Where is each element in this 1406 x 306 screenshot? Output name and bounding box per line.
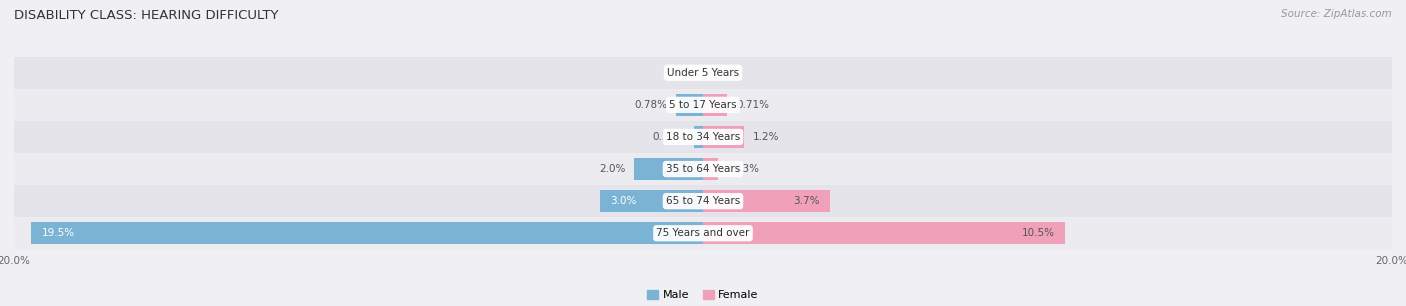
Bar	[703, 126, 744, 148]
Text: 1.2%: 1.2%	[754, 132, 779, 142]
Legend: Male, Female: Male, Female	[647, 290, 759, 300]
Text: 18 to 34 Years: 18 to 34 Years	[666, 132, 740, 142]
Text: 0.43%: 0.43%	[727, 164, 759, 174]
Text: 65 to 74 Years: 65 to 74 Years	[666, 196, 740, 206]
Text: 0.26%: 0.26%	[652, 132, 686, 142]
Bar	[703, 190, 831, 212]
Bar	[634, 158, 703, 180]
Bar	[14, 153, 1392, 185]
Text: 0.0%: 0.0%	[713, 68, 740, 78]
Bar	[703, 158, 718, 180]
Text: 0.78%: 0.78%	[634, 100, 668, 110]
Text: 75 Years and over: 75 Years and over	[657, 228, 749, 238]
Text: 3.0%: 3.0%	[610, 196, 637, 206]
Bar	[31, 222, 703, 244]
Text: 2.0%: 2.0%	[599, 164, 626, 174]
Bar	[14, 185, 1392, 217]
Bar	[14, 217, 1392, 249]
Bar	[14, 57, 1392, 89]
Bar	[703, 222, 1064, 244]
Text: 0.71%: 0.71%	[737, 100, 769, 110]
Bar	[599, 190, 703, 212]
Bar	[14, 121, 1392, 153]
Text: 0.0%: 0.0%	[666, 68, 693, 78]
Text: 10.5%: 10.5%	[1021, 228, 1054, 238]
Text: DISABILITY CLASS: HEARING DIFFICULTY: DISABILITY CLASS: HEARING DIFFICULTY	[14, 9, 278, 22]
Text: Under 5 Years: Under 5 Years	[666, 68, 740, 78]
Text: 3.7%: 3.7%	[793, 196, 820, 206]
Bar	[14, 89, 1392, 121]
Bar	[676, 94, 703, 116]
Text: 35 to 64 Years: 35 to 64 Years	[666, 164, 740, 174]
Bar	[695, 126, 703, 148]
Bar	[703, 94, 727, 116]
Text: Source: ZipAtlas.com: Source: ZipAtlas.com	[1281, 9, 1392, 19]
Text: 5 to 17 Years: 5 to 17 Years	[669, 100, 737, 110]
Text: 19.5%: 19.5%	[42, 228, 75, 238]
